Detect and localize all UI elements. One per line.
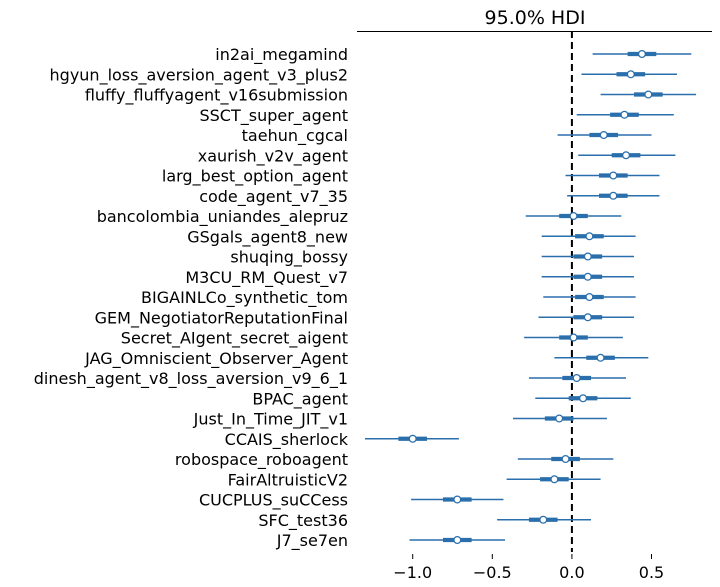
mean-point: [453, 495, 462, 504]
mean-point: [585, 292, 594, 302]
mean-point: [637, 49, 647, 59]
row-label: xaurish_v2v_agent: [198, 146, 348, 166]
mean-point: [626, 70, 635, 79]
row-label: BPAC_agent: [252, 389, 348, 409]
row-label: larg_best_option_agent: [162, 167, 348, 187]
mean-point: [579, 394, 588, 403]
mean-point: [644, 90, 653, 99]
mean-point: [596, 353, 605, 362]
row-label: robospace_roboagent: [175, 450, 348, 470]
row-label: taehun_cgcal: [242, 126, 348, 146]
row-label: CCAIS_sherlock: [225, 430, 349, 450]
chart-title: 95.0% HDI: [485, 7, 586, 29]
x-tick-label: −1.0: [393, 563, 432, 582]
mean-point: [609, 171, 618, 180]
mean-point: [585, 232, 594, 241]
mean-point: [453, 535, 462, 545]
mean-point: [599, 130, 608, 140]
mean-point: [620, 110, 629, 119]
row-label: bancolombia_uniandes_alepruz: [97, 207, 348, 227]
row-label: Secret_AIgent_secret_aigent: [121, 329, 348, 349]
mean-point: [621, 151, 631, 160]
mean-point: [555, 414, 564, 423]
x-tick-label: −0.5: [473, 563, 512, 582]
row-label: J7_se7en: [276, 531, 348, 551]
mean-point: [539, 515, 548, 524]
mean-point: [408, 434, 417, 443]
x-tick-label: 0.0: [559, 563, 584, 582]
row-label: CUCPLUS_suCCess: [199, 491, 348, 511]
x-tick-label: 0.5: [639, 563, 664, 582]
mean-point: [561, 454, 570, 464]
row-label: M3CU_RM_Quest_v7: [185, 268, 348, 288]
row-label: dinesh_agent_v8_loss_aversion_v9_6_1: [34, 369, 348, 389]
row-label: FairAltruisticV2: [228, 470, 348, 489]
row-label: GEM_NegotiatorReputationFinal: [95, 308, 348, 328]
row-label: shuqing_bossy: [230, 248, 348, 268]
row-label: fluffy_fluffyagent_v16submission: [85, 86, 348, 106]
row-label: in2ai_megamind: [215, 45, 348, 65]
row-label: Just_In_Time_JIT_v1: [193, 410, 348, 430]
row-label: BIGAINLCo_synthetic_tom: [141, 288, 348, 308]
row-label: GSgals_agent8_new: [187, 227, 348, 247]
mean-point: [569, 333, 578, 342]
mean-point: [572, 373, 581, 383]
mean-point: [569, 211, 578, 221]
mean-point: [550, 475, 559, 484]
mean-point: [609, 191, 618, 200]
row-label: code_agent_v7_35: [199, 187, 348, 207]
mean-point: [583, 313, 592, 322]
row-label: SFC_test36: [258, 511, 348, 531]
row-label: SSCT_super_agent: [199, 106, 348, 126]
row-label: hgyun_loss_aversion_agent_v3_plus2: [50, 65, 348, 85]
mean-point: [583, 272, 592, 281]
mean-point: [583, 252, 592, 261]
row-label: JAG_Omniscient_Observer_Agent: [84, 349, 348, 369]
